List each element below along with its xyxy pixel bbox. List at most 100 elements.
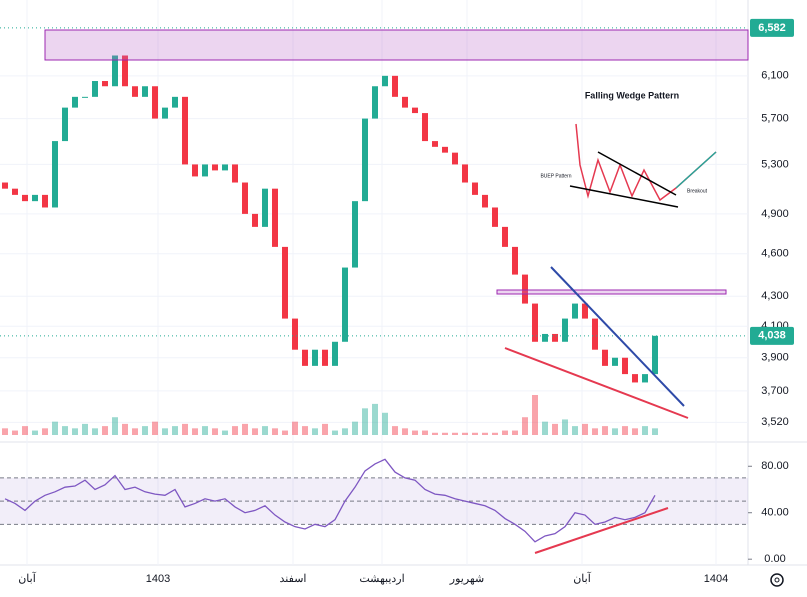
candle bbox=[412, 107, 418, 114]
volume-bar bbox=[592, 428, 598, 435]
price-label-box bbox=[750, 18, 794, 37]
price-label-box bbox=[750, 326, 794, 345]
candle bbox=[582, 303, 588, 319]
volume-bar bbox=[602, 426, 608, 435]
volume-bar bbox=[212, 428, 218, 435]
inset-line bbox=[569, 185, 679, 208]
candle bbox=[442, 146, 448, 153]
volume-bar bbox=[562, 419, 568, 435]
marks bbox=[0, 0, 752, 565]
candle bbox=[172, 96, 178, 108]
candle bbox=[252, 213, 258, 227]
trend-line bbox=[504, 347, 689, 419]
volume-bar bbox=[392, 426, 398, 435]
inset-line bbox=[597, 151, 677, 196]
volume-bar bbox=[362, 408, 368, 435]
candle bbox=[72, 96, 78, 108]
candle bbox=[612, 357, 618, 366]
y-tick-label: 4,600 bbox=[761, 248, 789, 260]
candle bbox=[632, 374, 638, 383]
x-tick-label: 1404 bbox=[704, 573, 728, 585]
y-tick-label: 4,300 bbox=[761, 290, 789, 302]
candle bbox=[212, 164, 218, 171]
volume-bar bbox=[302, 426, 308, 435]
volume-bar bbox=[632, 428, 638, 435]
candle bbox=[152, 86, 158, 119]
volume-bar bbox=[322, 423, 328, 435]
candle bbox=[92, 81, 98, 97]
x-tick-label: شهریور bbox=[449, 573, 484, 585]
volume-bar bbox=[482, 432, 488, 435]
rsi-line bbox=[4, 458, 656, 543]
y-tick-label: 3,700 bbox=[761, 385, 789, 397]
volume-bar bbox=[122, 423, 128, 435]
volume-bar bbox=[542, 421, 548, 435]
settings-icon[interactable] bbox=[770, 573, 784, 587]
candle bbox=[382, 75, 388, 87]
candle bbox=[202, 164, 208, 177]
candle bbox=[492, 207, 498, 227]
candle bbox=[502, 226, 508, 247]
candle bbox=[562, 318, 568, 342]
candle bbox=[162, 107, 168, 119]
candle bbox=[222, 164, 228, 171]
volume-bar bbox=[352, 421, 358, 435]
volume-bar bbox=[72, 428, 78, 435]
rsi-trend-line bbox=[534, 507, 669, 554]
candle bbox=[572, 303, 578, 319]
candle bbox=[552, 333, 558, 342]
volume-bar bbox=[102, 426, 108, 435]
volume-bar bbox=[132, 428, 138, 435]
rsi-tick-label: 0.00 bbox=[764, 553, 785, 565]
candle bbox=[532, 303, 538, 342]
volume-bar bbox=[332, 430, 338, 435]
x-tick-label: آبان bbox=[573, 572, 591, 585]
candle bbox=[312, 349, 318, 366]
y-tick-label: 6,100 bbox=[761, 70, 789, 82]
volume-bar bbox=[382, 412, 388, 435]
price-label: 6,582 bbox=[758, 22, 786, 34]
inset-path bbox=[575, 123, 717, 202]
gear[interactable] bbox=[770, 573, 784, 587]
volume-bar bbox=[92, 428, 98, 435]
y-tick-label: 4,900 bbox=[761, 208, 789, 220]
volume-bar bbox=[412, 430, 418, 435]
resistance-zone bbox=[496, 289, 727, 295]
candle bbox=[472, 182, 478, 195]
volume-bar bbox=[402, 428, 408, 435]
volume-bar bbox=[232, 426, 238, 435]
candle bbox=[602, 349, 608, 366]
x-tick-label: اردیبهشت bbox=[359, 573, 404, 585]
volume-bar bbox=[582, 423, 588, 435]
candle bbox=[482, 194, 488, 208]
candle bbox=[42, 194, 48, 208]
volume-bar bbox=[642, 426, 648, 435]
candle bbox=[2, 182, 8, 189]
volume-bar bbox=[622, 426, 628, 435]
volume-bar bbox=[262, 426, 268, 435]
volume-bar bbox=[52, 421, 58, 435]
volume-bar bbox=[432, 432, 438, 435]
inset-breakout bbox=[675, 151, 717, 189]
candle bbox=[462, 164, 468, 183]
volume-bar bbox=[202, 426, 208, 435]
candle bbox=[272, 188, 278, 247]
y-tick-label: 3,520 bbox=[761, 416, 789, 428]
volume-bar bbox=[452, 432, 458, 435]
candle bbox=[652, 335, 658, 375]
candle bbox=[422, 113, 428, 142]
x-tick-label: آبان bbox=[18, 572, 36, 585]
volume-bar bbox=[472, 432, 478, 435]
volume-bar bbox=[442, 432, 448, 435]
volume-bar bbox=[292, 421, 298, 435]
candle bbox=[52, 141, 58, 208]
volume-bar bbox=[612, 428, 618, 435]
volume-bar bbox=[462, 432, 468, 435]
volume-bar bbox=[572, 426, 578, 435]
volume-bar bbox=[492, 432, 498, 435]
candle bbox=[292, 318, 298, 350]
volume-bar bbox=[372, 403, 378, 435]
inset-label: BUEP Pattern bbox=[540, 173, 571, 179]
candle bbox=[122, 55, 128, 87]
volume-bar bbox=[522, 417, 528, 435]
